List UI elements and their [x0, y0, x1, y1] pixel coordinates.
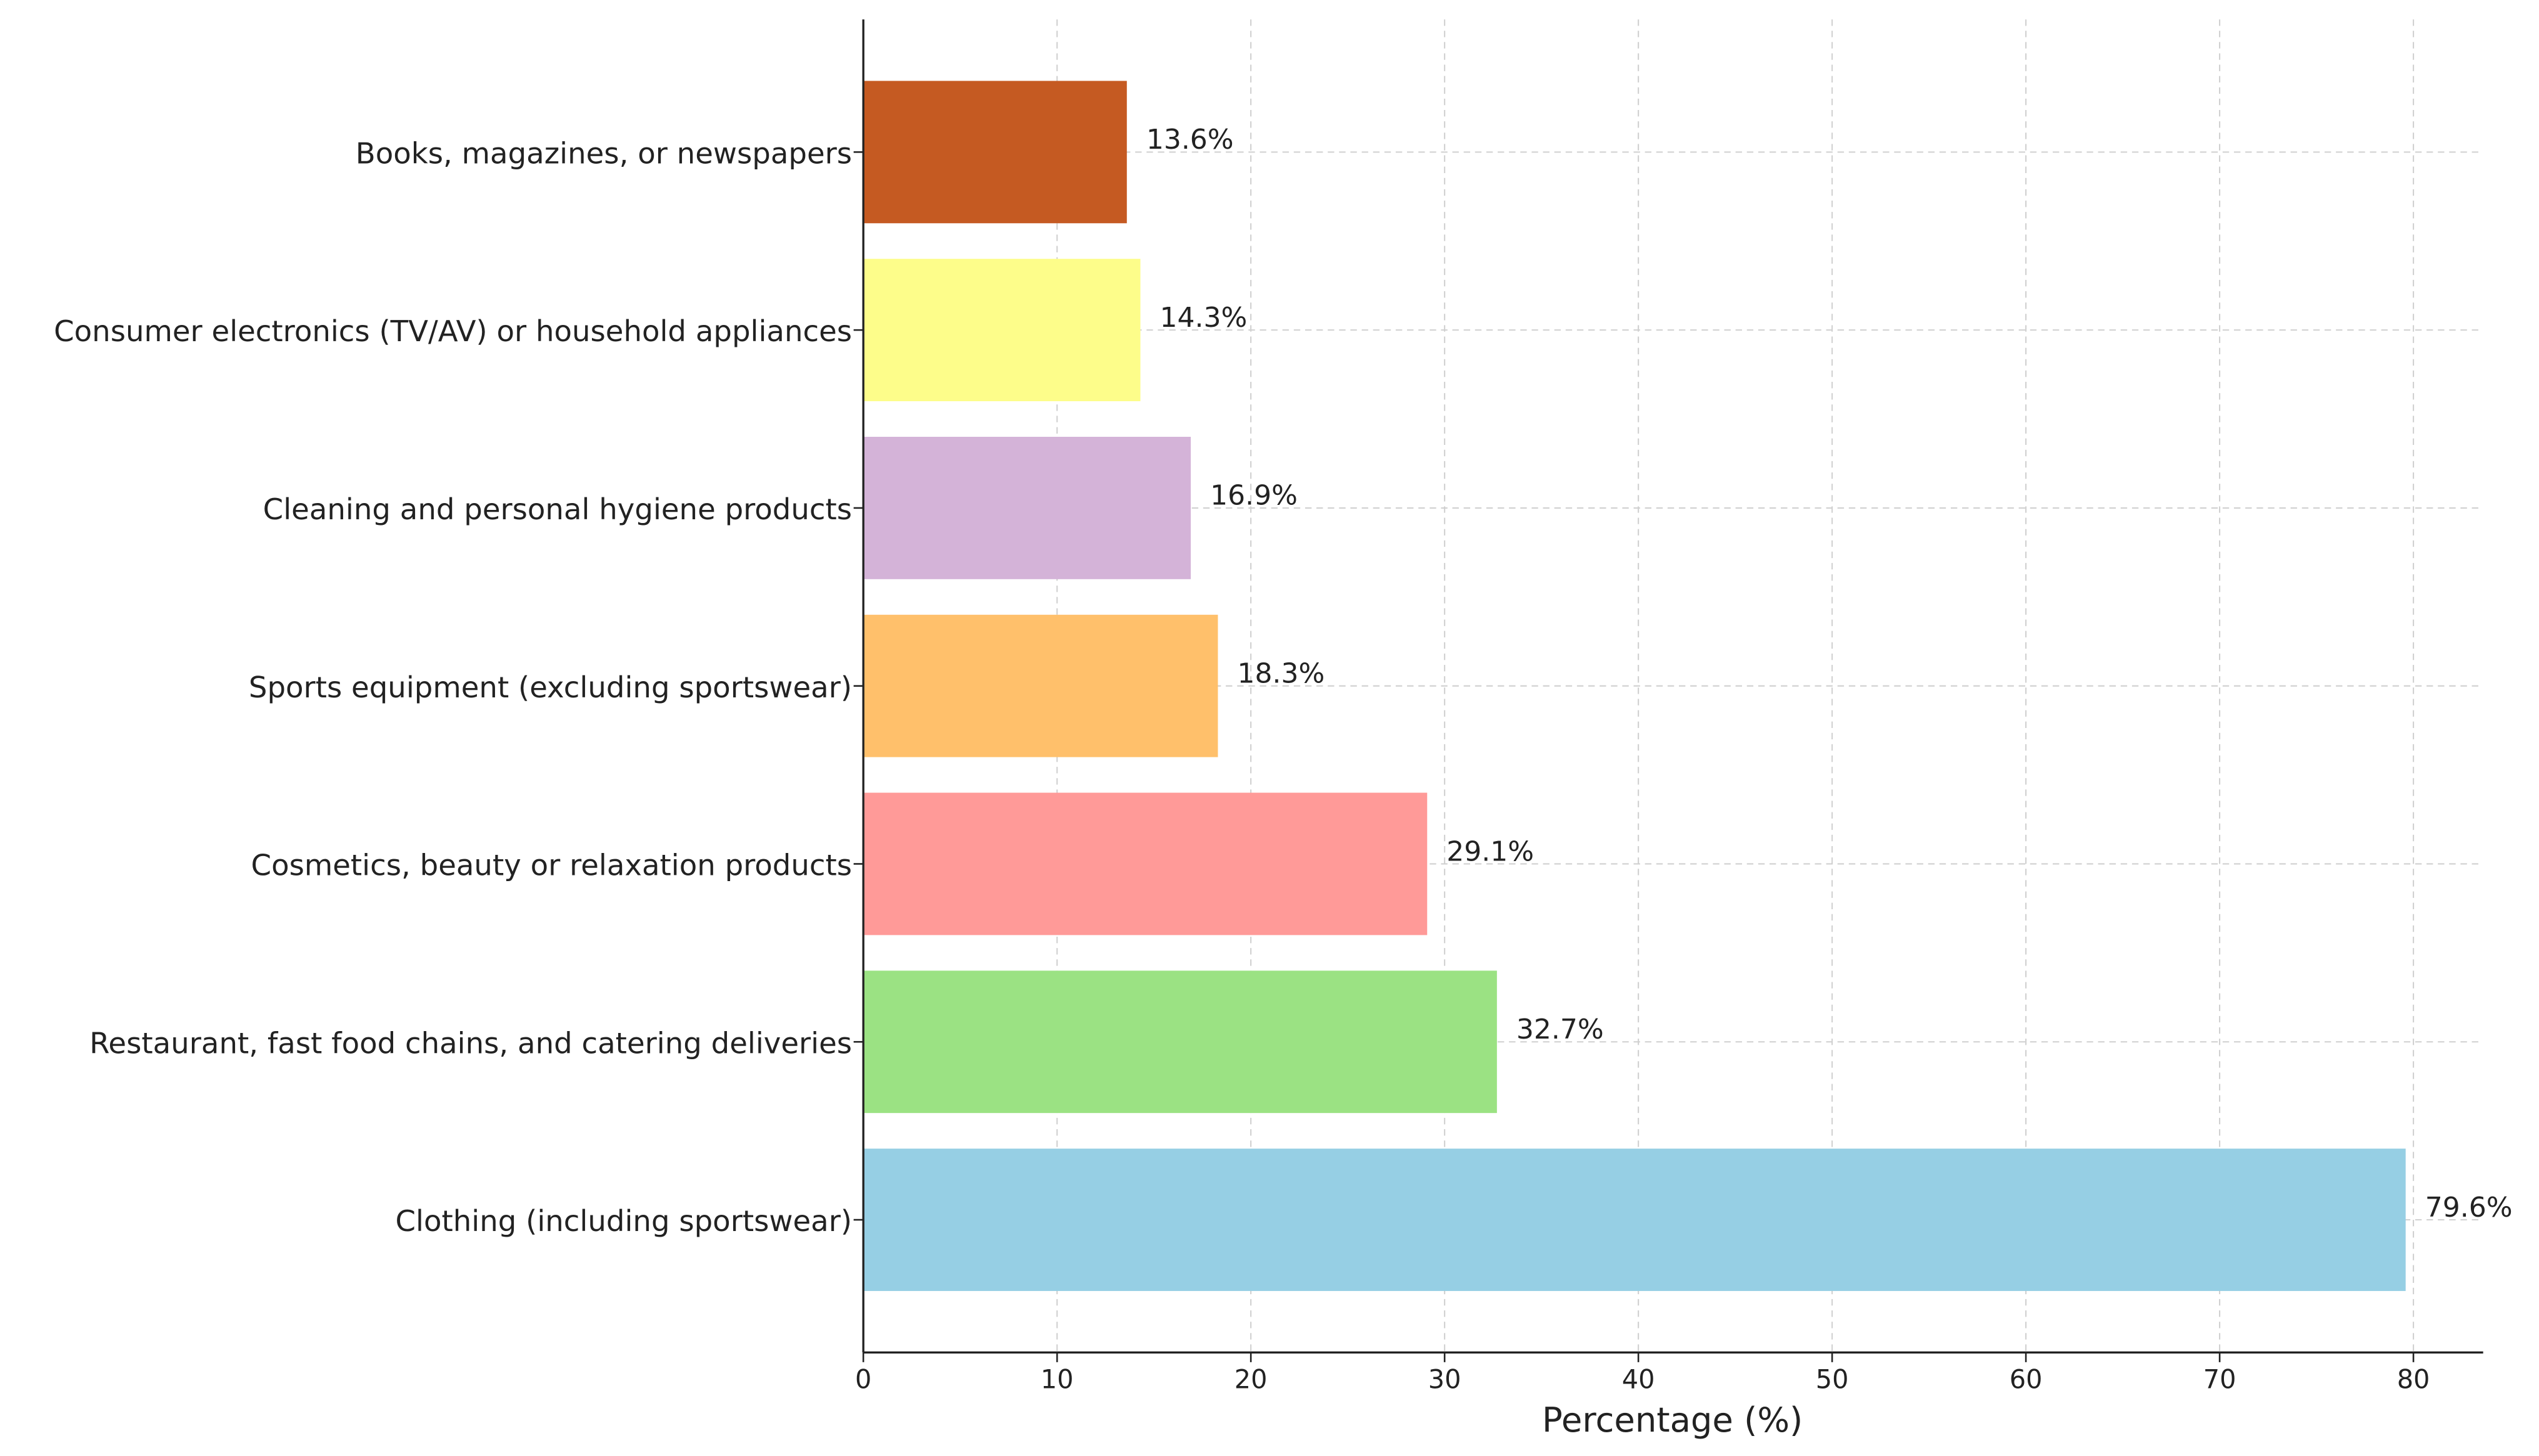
x-tick-label: 70 — [2203, 1364, 2236, 1394]
bar — [863, 970, 1497, 1114]
x-tick-label: 40 — [1622, 1364, 1655, 1394]
value-label: 29.1% — [1446, 835, 1534, 867]
value-label: 13.6% — [1146, 124, 1234, 156]
value-label: 32.7% — [1516, 1014, 1604, 1045]
y-tick-label: Clothing (including sportswear) — [396, 1204, 853, 1238]
y-tick-label: Consumer electronics (TV/AV) or househol… — [54, 314, 852, 348]
value-label: 18.3% — [1238, 658, 1325, 690]
x-tick-label: 10 — [1041, 1364, 1074, 1394]
y-tick-label: Sports equipment (excluding sportswear) — [249, 671, 852, 704]
y-tick-label: Cosmetics, beauty or relaxation products — [251, 849, 853, 882]
value-label: 14.3% — [1160, 302, 1248, 334]
y-tick-label: Cleaning and personal hygiene products — [263, 492, 852, 526]
bar — [863, 614, 1218, 757]
x-tick-label: 80 — [2397, 1364, 2430, 1394]
x-axis-label: Percentage (%) — [1542, 1400, 1803, 1440]
bar — [863, 437, 1191, 579]
bar — [863, 792, 1428, 935]
x-tick-label: 20 — [1234, 1364, 1268, 1394]
bar — [863, 81, 1127, 224]
bar — [863, 1149, 2406, 1291]
bar — [863, 259, 1141, 402]
value-label: 79.6% — [2425, 1192, 2513, 1224]
value-label: 16.9% — [1210, 480, 1298, 512]
y-tick-label: Restaurant, fast food chains, and cateri… — [89, 1026, 852, 1060]
y-tick-label: Books, magazines, or newspapers — [356, 136, 852, 170]
x-tick-label: 60 — [2010, 1364, 2043, 1394]
x-tick-label: 30 — [1428, 1364, 1461, 1394]
x-tick-label: 0 — [855, 1364, 871, 1394]
x-tick-label: 50 — [1816, 1364, 1849, 1394]
